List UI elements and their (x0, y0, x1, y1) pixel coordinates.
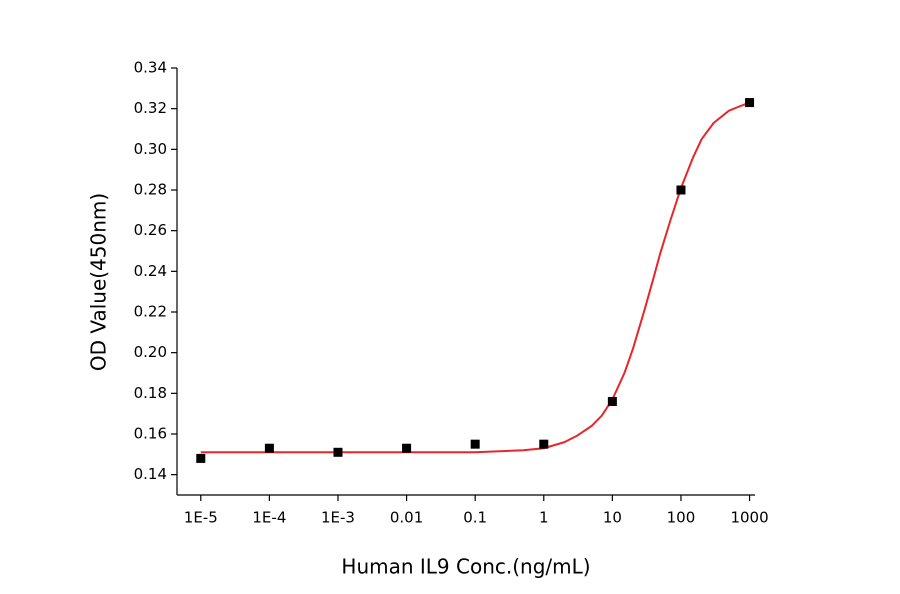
x-tick-label: 1E-3 (321, 509, 355, 527)
data-point (539, 439, 549, 449)
y-axis-title: OD Value(450nm) (87, 193, 111, 371)
y-tick-label: 0.30 (134, 140, 167, 158)
y-tick-label: 0.32 (134, 99, 167, 117)
x-tick-label: 1E-4 (252, 509, 286, 527)
data-point (402, 443, 412, 453)
x-tick-label: 0.1 (463, 509, 487, 527)
data-point (676, 185, 686, 195)
y-tick-label: 0.34 (134, 59, 167, 77)
y-tick-label: 0.16 (134, 425, 167, 443)
data-point (264, 443, 274, 453)
x-tick-label: 10 (603, 509, 622, 527)
x-tick-label: 0.01 (390, 509, 423, 527)
fit-curve (200, 101, 750, 454)
x-tick-label: 1 (539, 509, 549, 527)
y-tick-label: 0.24 (134, 262, 167, 280)
y-tick-label: 0.20 (134, 343, 167, 361)
y-tick-label: 0.14 (134, 465, 167, 483)
data-point (333, 447, 343, 457)
x-tick-label: 1000 (730, 509, 768, 527)
x-tick-label: 1E-5 (184, 509, 218, 527)
y-tick-label: 0.22 (134, 303, 167, 321)
data-point (196, 453, 206, 463)
y-tick-label: 0.26 (134, 221, 167, 239)
y-tick-label: 0.28 (134, 181, 167, 199)
data-point (607, 396, 617, 406)
data-point (470, 439, 480, 449)
x-tick-label: 100 (667, 509, 696, 527)
y-tick-label: 0.18 (134, 384, 167, 402)
data-point (745, 98, 755, 108)
x-axis-title: Human IL9 Conc.(ng/mL) (341, 555, 590, 579)
